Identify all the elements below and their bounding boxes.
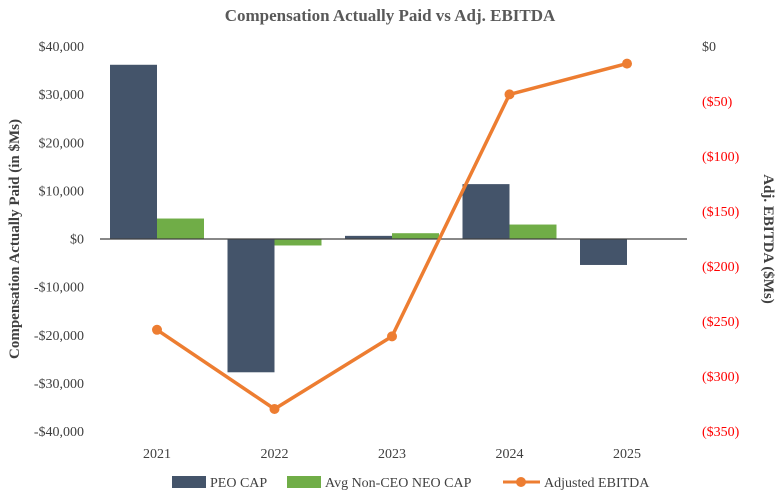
bar-peo-cap bbox=[110, 64, 157, 239]
legend-marker-ebitda bbox=[516, 477, 526, 487]
x-tick-label: 2025 bbox=[613, 447, 641, 462]
legend-label-neo-cap: Avg Non-CEO NEO CAP bbox=[325, 476, 472, 491]
bar-peo-cap bbox=[580, 238, 627, 265]
point-adjusted-ebitda bbox=[622, 58, 632, 69]
right-tick-label: ($200) bbox=[702, 260, 740, 275]
legend-swatch-peo-cap bbox=[172, 476, 206, 488]
left-tick-label: $40,000 bbox=[39, 40, 85, 55]
right-tick-label: ($100) bbox=[702, 150, 740, 165]
right-tick-label: $0 bbox=[702, 40, 716, 55]
left-tick-label: -$30,000 bbox=[34, 377, 84, 392]
right-tick-label: ($150) bbox=[702, 205, 740, 220]
right-tick-label: ($50) bbox=[702, 95, 733, 110]
left-tick-label: $10,000 bbox=[39, 184, 85, 199]
bar-neo-cap bbox=[157, 218, 204, 239]
left-tick-label: $30,000 bbox=[39, 88, 85, 103]
bar-peo-cap bbox=[227, 238, 275, 373]
legend: PEO CAP Avg Non-CEO NEO CAP Adjusted EBI… bbox=[172, 476, 650, 491]
left-tick-label: $0 bbox=[70, 233, 84, 248]
x-tick-label: 2022 bbox=[261, 447, 289, 462]
bar-neo-cap bbox=[509, 224, 557, 239]
x-tick-label: 2021 bbox=[143, 447, 171, 462]
point-adjusted-ebitda bbox=[152, 324, 162, 335]
point-adjusted-ebitda bbox=[504, 89, 515, 100]
bar-peo-cap bbox=[462, 184, 510, 239]
left-axis-label: Compensation Actually Paid (in $Ms) bbox=[7, 119, 23, 359]
left-tick-label: -$10,000 bbox=[34, 281, 84, 296]
right-axis-label: Adj. EBITDA ($Ms) bbox=[760, 174, 776, 304]
left-tick-label: $20,000 bbox=[39, 136, 85, 151]
left-tick-label: -$40,000 bbox=[34, 425, 84, 440]
bar-neo-cap bbox=[274, 238, 322, 246]
chart-title: Compensation Actually Paid vs Adj. EBITD… bbox=[225, 6, 556, 25]
point-adjusted-ebitda bbox=[269, 404, 280, 414]
x-tick-label: 2024 bbox=[496, 447, 524, 462]
point-adjusted-ebitda bbox=[387, 331, 397, 342]
x-tick-label: 2023 bbox=[378, 447, 406, 462]
right-tick-label: ($350) bbox=[702, 425, 740, 440]
legend-label-peo-cap: PEO CAP bbox=[210, 476, 267, 491]
legend-label-ebitda: Adjusted EBITDA bbox=[544, 476, 650, 491]
bar-neo-cap bbox=[392, 233, 439, 239]
right-tick-label: ($300) bbox=[702, 370, 740, 385]
right-tick-label: ($250) bbox=[702, 315, 740, 330]
bar-peo-cap bbox=[345, 235, 392, 239]
left-tick-label: -$20,000 bbox=[34, 329, 84, 344]
legend-swatch-neo-cap bbox=[287, 476, 321, 488]
